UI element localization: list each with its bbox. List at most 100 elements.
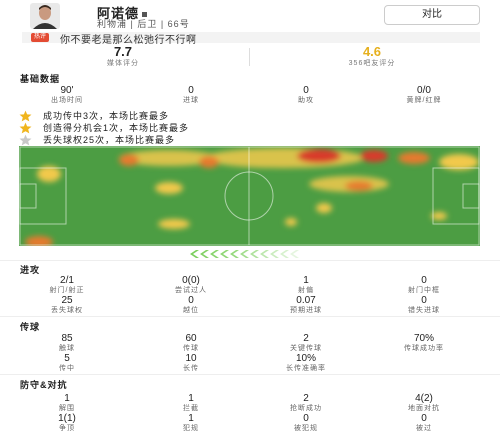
stat-label: 进球 (183, 97, 199, 104)
stat-label: 射门中框 (408, 287, 440, 294)
stat-cell: 4(2) 地面对抗 (369, 393, 479, 413)
stat-value: 90' (60, 85, 74, 96)
stat-cell: 1 犯规 (136, 413, 246, 433)
divider (0, 374, 500, 375)
stat-cell: 0 进球 (136, 85, 246, 105)
stat-label: 被犯规 (294, 425, 318, 432)
highlight-text: 创造得分机会1次，本场比赛最多 (43, 123, 190, 133)
stat-value: 2/1 (60, 275, 74, 286)
fan-rating-label: 356吧友评分 (348, 60, 396, 67)
stat-cell: 0 助攻 (251, 85, 361, 105)
stat-cell: 2/1 射门/射正 (12, 275, 122, 295)
stat-value: 0 (421, 295, 427, 306)
stat-label: 尝试过人 (175, 287, 207, 294)
compare-button[interactable]: 对比 (384, 5, 480, 25)
stat-cell: 90' 出场时间 (12, 85, 122, 105)
hot-comment-text: 你不要老是那么松弛行不行啊 (60, 35, 197, 46)
highlight-text: 成功传中3次，本场比赛最多 (43, 111, 170, 121)
hot-comment[interactable]: 热评 你不要老是那么松弛行不行啊 (22, 32, 480, 46)
hot-comment-tag: 热评 (31, 33, 49, 42)
stat-cell: 0 错失进球 (369, 295, 479, 315)
attack-title: 进攻 (20, 265, 41, 275)
stat-value: 4(2) (415, 393, 433, 404)
stat-label: 被过 (416, 425, 432, 432)
stat-cell: 1 拦截 (136, 393, 246, 413)
stat-value: 10% (295, 353, 316, 364)
stat-value: 2 (303, 333, 309, 344)
stat-value: 0 (421, 275, 427, 286)
stat-cell: 0(0) 尝试过人 (136, 275, 246, 295)
highlight-item: 丢失球权25次，本场比赛最多 (19, 134, 479, 146)
stat-label: 射偏 (298, 287, 314, 294)
stat-cell: 60 传球 (136, 333, 246, 353)
stat-label: 助攻 (298, 97, 314, 104)
stat-label: 出场时间 (51, 97, 83, 104)
stat-label: 触球 (59, 345, 75, 352)
heatmap (19, 146, 480, 246)
stat-label: 拦截 (183, 405, 199, 412)
stat-cell: 5 传中 (12, 353, 122, 373)
flag-icon (142, 12, 148, 18)
player-info: 利物浦 | 后卫 | 66号 (97, 19, 190, 29)
media-rating-label: 媒体评分 (107, 60, 139, 67)
stat-value: 85 (61, 333, 73, 344)
stat-value: 0 (421, 413, 427, 424)
divider (0, 260, 500, 261)
stat-cell: 0 被过 (369, 413, 479, 433)
stat-label: 传中 (59, 365, 75, 372)
stat-cell: 1 解围 (12, 393, 122, 413)
media-rating-value: 7.7 (113, 44, 133, 59)
stat-cell: 10 长传 (136, 353, 246, 373)
stat-cell: 0 越位 (136, 295, 246, 315)
stat-label: 争顶 (59, 425, 75, 432)
stat-label: 黄牌/红牌 (406, 97, 442, 104)
stat-value: 1 (64, 393, 70, 404)
stat-value: 2 (303, 393, 309, 404)
stat-label: 解围 (59, 405, 75, 412)
stat-value: 1 (188, 413, 194, 424)
stat-value: 0 (303, 413, 309, 424)
stat-cell: 2 关键传球 (251, 333, 361, 353)
stat-cell: 2 抢断成功 (251, 393, 361, 413)
media-rating: 7.7 媒体评分 (23, 44, 223, 69)
stat-cell: 25 丢失球权 (12, 295, 122, 315)
basic-stats-title: 基础数据 (20, 74, 61, 84)
stat-value: 1 (303, 275, 309, 286)
stat-value: 5 (64, 353, 70, 364)
stat-value: 70% (413, 333, 434, 344)
stat-value: 0(0) (182, 275, 200, 286)
passing-title: 传球 (20, 322, 41, 332)
gold-star-icon (19, 122, 32, 134)
fan-rating-value: 4.6 (362, 44, 382, 59)
stat-cell: 10% 长传准确率 (251, 353, 361, 373)
grey-star-icon (19, 134, 32, 146)
defense-title: 防守&对抗 (20, 380, 68, 390)
divider (0, 316, 500, 317)
stat-cell: 0/0 黄牌/红牌 (369, 85, 479, 105)
stat-value: 1 (188, 393, 194, 404)
stat-label: 错失进球 (408, 307, 440, 314)
stat-cell: 0.07 预期进球 (251, 295, 361, 315)
stat-label: 传球 (183, 345, 199, 352)
gold-star-icon (19, 110, 32, 122)
stat-label: 预期进球 (290, 307, 322, 314)
pitch-lines (19, 146, 480, 246)
heat-zones (25, 148, 479, 246)
stat-label: 越位 (183, 307, 199, 314)
stat-cell: 1 射偏 (251, 275, 361, 295)
stat-label: 丢失球权 (51, 307, 83, 314)
stat-label: 长传 (183, 365, 199, 372)
stat-label: 长传准确率 (286, 365, 326, 372)
stat-value: 10 (185, 353, 197, 364)
stat-value: 0 (188, 295, 194, 306)
rating-divider (249, 48, 250, 66)
stat-cell: 0 被犯规 (251, 413, 361, 433)
ratings: 7.7 媒体评分 4.6 356吧友评分 (0, 44, 500, 70)
attack-direction-arrows (190, 250, 299, 258)
player-header: 阿诺德 利物浦 | 后卫 | 66号 对比 (0, 0, 500, 30)
player-name-text: 阿诺德 (97, 6, 140, 21)
stat-cell: 0 射门中框 (369, 275, 479, 295)
fan-rating[interactable]: 4.6 356吧友评分 (272, 44, 472, 69)
highlight-item: 成功传中3次，本场比赛最多 (19, 110, 479, 122)
stat-value: 1(1) (58, 413, 76, 424)
